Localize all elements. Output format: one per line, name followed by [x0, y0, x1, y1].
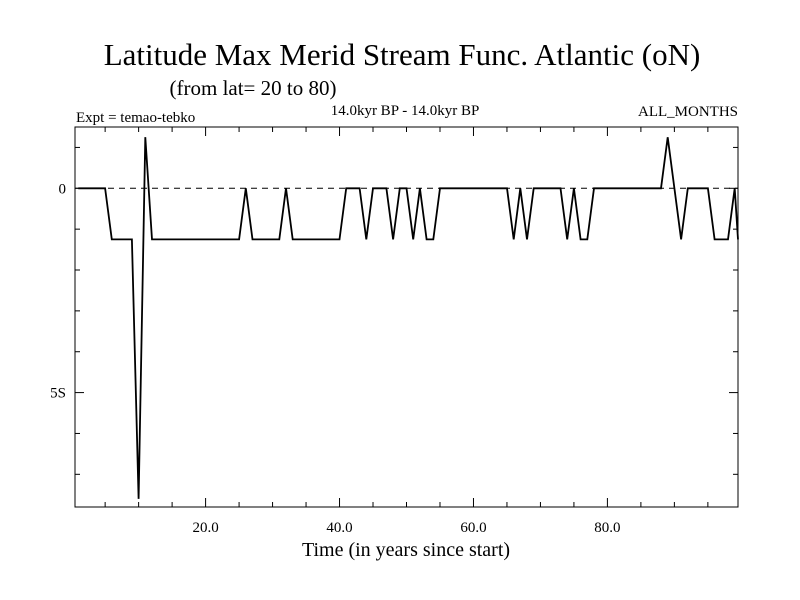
axis-tick-labels: 20.0 40.0 60.0 80.0 0 5S [50, 181, 620, 536]
chart-title: Latitude Max Merid Stream Func. Atlantic… [104, 37, 701, 72]
x-tick-label: 60.0 [460, 520, 486, 536]
y-tick-label: 0 [59, 181, 67, 197]
months-label: ALL_MONTHS [638, 104, 738, 120]
chart-subtitle: (from lat= 20 to 80) [170, 76, 337, 100]
axis-ticks [75, 127, 738, 507]
x-tick-label: 80.0 [594, 520, 620, 536]
period-label: 14.0kyr BP - 14.0kyr BP [331, 103, 480, 119]
experiment-label: Expt = temao-tebko [76, 110, 195, 126]
series-line-temao-tebko [78, 137, 739, 499]
plot-frame [74, 126, 739, 508]
y-tick-label: 5S [50, 386, 66, 402]
x-tick-label: 40.0 [326, 520, 352, 536]
x-axis-label: Time (in years since start) [302, 539, 510, 561]
x-tick-label: 20.0 [192, 520, 218, 536]
